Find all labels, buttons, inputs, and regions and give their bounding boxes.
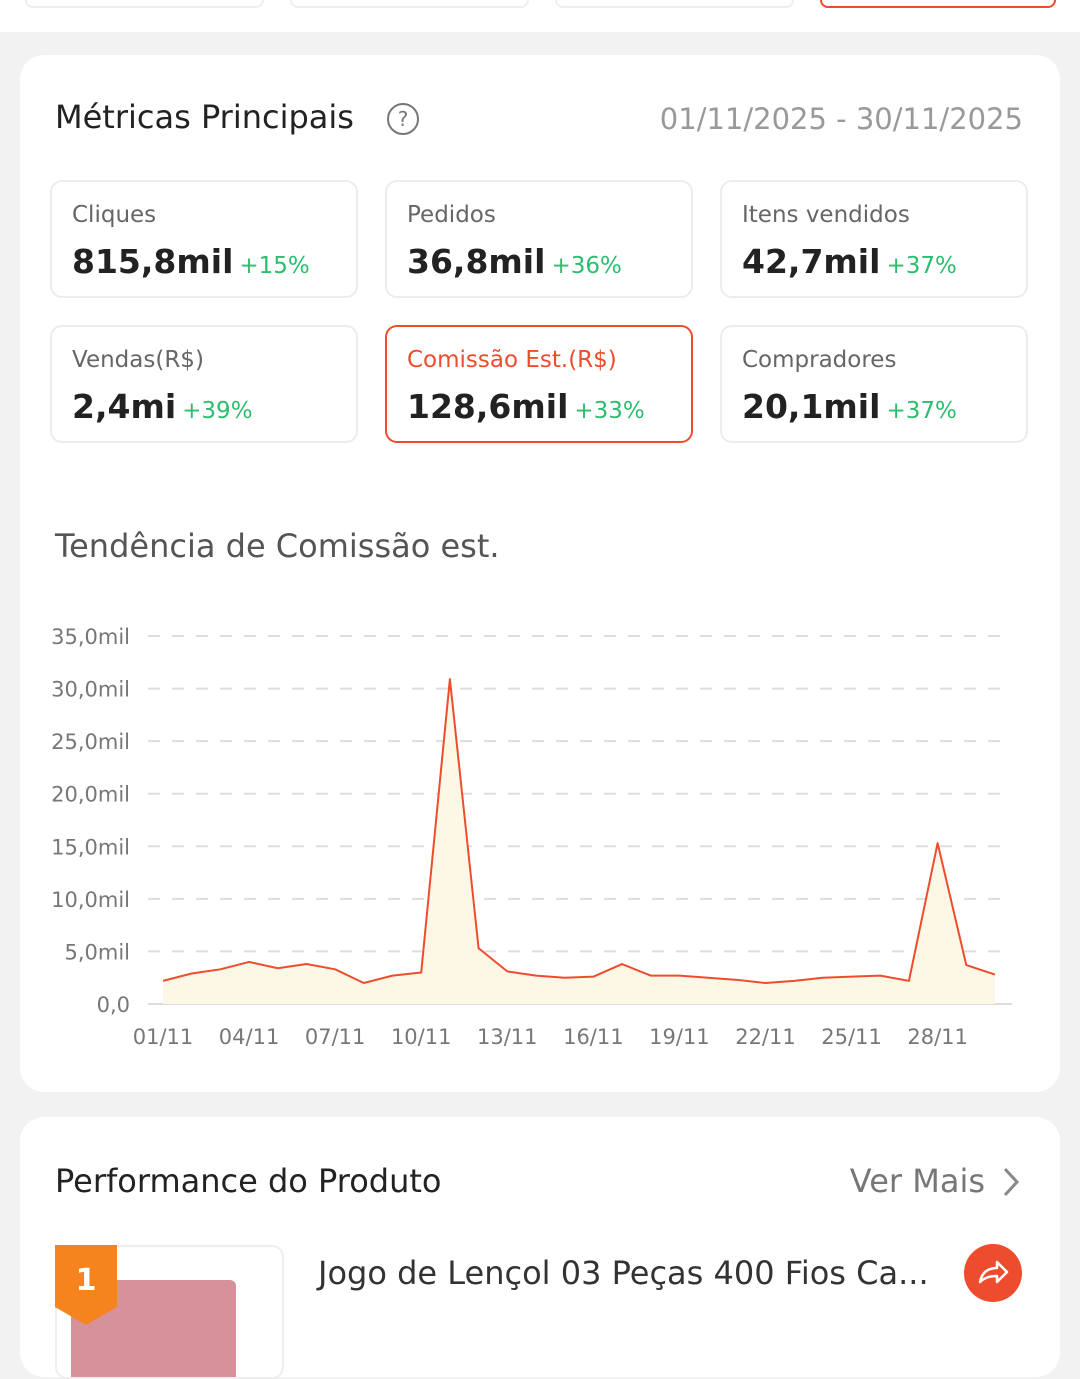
share-button[interactable] bbox=[964, 1244, 1022, 1302]
metric-label: Cliques bbox=[72, 202, 157, 228]
metric-value-row: 128,6mil +33% bbox=[407, 387, 645, 426]
metric-card[interactable]: Cliques 815,8mil +15% bbox=[50, 180, 358, 298]
metric-value-row: 2,4mi +39% bbox=[72, 387, 253, 426]
metric-change: +37% bbox=[886, 253, 957, 279]
x-tick-label: 01/11 bbox=[133, 1025, 194, 1049]
rank: 1 bbox=[75, 1263, 97, 1298]
metric-change: +15% bbox=[239, 253, 310, 279]
chart: 0,0 5,0mil 10,0mil 15,0mil 20,0mil 25,0mil 30,… bbox=[51, 625, 1012, 1049]
line bbox=[162, 678, 996, 984]
y-tick-label: 30,0mil bbox=[51, 678, 130, 702]
help-icon[interactable]: ? bbox=[387, 103, 419, 135]
metric-card[interactable]: Vendas(R$) 2,4mi +39% bbox=[50, 325, 358, 443]
x-tick-label: 16/11 bbox=[563, 1025, 624, 1049]
metric-card[interactable]: Compradores 20,1mil +37% bbox=[720, 325, 1028, 443]
chevron[interactable] bbox=[1000, 1166, 1022, 1198]
metric-value-row: 42,7mil +37% bbox=[742, 242, 957, 281]
x-tick-label: 19/11 bbox=[649, 1025, 710, 1049]
metric-card[interactable]: Comissão Est.(R$) 128,6mil +33% bbox=[385, 325, 693, 443]
metric-value-row: 36,8mil +36% bbox=[407, 242, 622, 281]
y-tick-label: 10,0mil bbox=[51, 888, 130, 912]
y-tick-label: 15,0mil bbox=[51, 835, 130, 859]
product-name[interactable]: Jogo de Lençol 03 Peças 400 Fios Ca... bbox=[318, 1254, 929, 1292]
metric-value-row: 815,8mil +15% bbox=[72, 242, 310, 281]
metric-card[interactable]: Itens vendidos 42,7mil +37% bbox=[720, 180, 1028, 298]
y-tick-label: 0,0 bbox=[97, 993, 130, 1017]
metric-value: 815,8mil bbox=[72, 242, 234, 281]
top-tabs bbox=[0, 0, 1080, 32]
date-range[interactable]: 01/11/2025 - 30/11/2025 bbox=[659, 102, 1023, 136]
chart-title: Tendência de Comissão est. bbox=[55, 527, 500, 565]
products-title: Performance do Produto bbox=[55, 1162, 442, 1200]
see-more[interactable]: Ver Mais bbox=[849, 1162, 985, 1200]
y-tick-label: 20,0mil bbox=[51, 783, 130, 807]
y-tick-label: 35,0mil bbox=[51, 625, 130, 649]
metric-value: 20,1mil bbox=[742, 387, 881, 426]
y-tick-label: 5,0mil bbox=[64, 940, 130, 964]
x-tick-label: 13/11 bbox=[477, 1025, 538, 1049]
metric-change: +33% bbox=[574, 398, 645, 424]
x-tick-label: 04/11 bbox=[219, 1025, 280, 1049]
metric-label: Pedidos bbox=[407, 202, 496, 228]
metric-change: +37% bbox=[886, 398, 957, 424]
metric-label: Vendas(R$) bbox=[72, 347, 204, 373]
metric-value-row: 20,1mil +37% bbox=[742, 387, 957, 426]
metric-value: 128,6mil bbox=[407, 387, 569, 426]
rank-badge bbox=[55, 1245, 117, 1325]
x-tick-label: 10/11 bbox=[391, 1025, 452, 1049]
x-tick-label: 07/11 bbox=[305, 1025, 366, 1049]
metric-label: Comissão Est.(R$) bbox=[407, 347, 617, 373]
metric-change: +36% bbox=[551, 253, 622, 279]
x-tick-label: 25/11 bbox=[821, 1025, 882, 1049]
metric-label: Itens vendidos bbox=[742, 202, 910, 228]
metrics-title: Métricas Principais bbox=[55, 98, 354, 136]
metric-value: 42,7mil bbox=[742, 242, 881, 281]
y-tick-label: 25,0mil bbox=[51, 730, 130, 754]
metric-value: 36,8mil bbox=[407, 242, 546, 281]
x-tick-label: 22/11 bbox=[735, 1025, 796, 1049]
metric-value: 2,4mi bbox=[72, 387, 177, 426]
x-tick-label: 28/11 bbox=[907, 1025, 968, 1049]
metric-label: Compradores bbox=[742, 347, 897, 373]
metric-card[interactable]: Pedidos 36,8mil +36% bbox=[385, 180, 693, 298]
area bbox=[163, 679, 995, 1004]
metric-change: +39% bbox=[182, 398, 253, 424]
